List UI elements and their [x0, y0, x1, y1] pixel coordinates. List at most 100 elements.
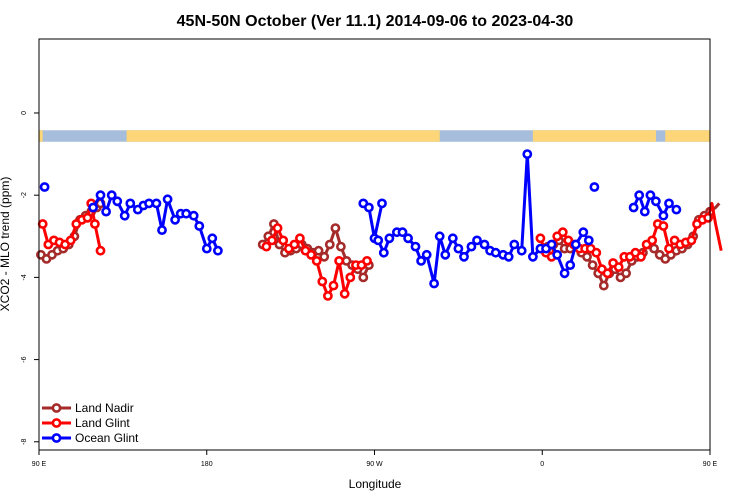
ocean-glint-point: [658, 210, 669, 221]
ocean-glint-point: [528, 251, 538, 262]
legend-item-land-glint: Land Glint: [42, 416, 130, 430]
land-glint-point: [95, 245, 106, 256]
ocean-glint-point: [88, 202, 98, 213]
land-glint-point: [658, 221, 669, 231]
legend-swatch-marker: [51, 418, 62, 428]
ocean-glint-point: [416, 255, 426, 266]
ocean-glint-point: [565, 260, 576, 270]
ocean-glint-point: [472, 235, 482, 246]
land-glint-point: [647, 235, 658, 246]
ocean-glint-point: [106, 190, 117, 201]
land-glint-point: [602, 268, 613, 279]
land-glint-point: [664, 243, 674, 254]
legend-label: Land Nadir: [75, 401, 134, 415]
land-glint-point: [311, 255, 322, 266]
ocean-glint-point: [459, 251, 469, 262]
land-band-2: [532, 130, 656, 142]
ocean-glint-point: [583, 235, 594, 246]
x-tick-label: 90 E: [703, 461, 718, 468]
land-nadir-point: [582, 251, 592, 262]
land-glint-point: [306, 249, 316, 260]
land-nadir-point: [649, 243, 659, 254]
x-axis: 90 E 180 90 W 0 90 E: [32, 450, 718, 468]
land-glint-point: [334, 255, 344, 266]
ocean-glint-point: [645, 190, 656, 201]
land-nadir-point: [598, 280, 609, 291]
y-axis-label: XCO2 - MLO trend (ppm): [0, 177, 12, 312]
land-glint-point: [65, 235, 76, 246]
ocean-glint-point: [503, 251, 514, 262]
land-glint-point: [686, 235, 697, 246]
legend-label: Land Glint: [75, 416, 130, 430]
land-band-3: [665, 130, 710, 142]
series-ocean-glint: [39, 149, 682, 289]
land-glint-point: [591, 247, 602, 258]
land-glint-point: [328, 280, 339, 291]
plot-series: [36, 149, 723, 301]
plot-frame: [38, 38, 711, 451]
ocean-glint-point: [421, 249, 432, 260]
x-tick-label: 90 E: [32, 461, 47, 468]
ocean-glint-point: [95, 190, 106, 201]
y-tick-label: -2: [21, 192, 28, 198]
land-nadir-point: [319, 251, 330, 262]
x-axis-label: Longitude: [349, 477, 402, 491]
x-tick-label: 0: [540, 461, 544, 468]
ocean-glint-point: [363, 202, 374, 213]
land-glint-point: [339, 288, 350, 299]
ocean-glint-point: [377, 198, 387, 209]
ocean-glint-point: [101, 206, 111, 217]
ocean-glint-point: [207, 233, 218, 244]
y-axis: 0 -2 -4 -6 -8: [21, 111, 39, 445]
ocean-glint-point: [634, 190, 645, 201]
y-tick-label: -4: [21, 274, 28, 280]
land-nadir-point: [330, 223, 341, 233]
chart-title: 45N-50N October (Ver 11.1) 2014-09-06 to…: [177, 13, 574, 30]
land-nadir-point: [335, 241, 346, 252]
land-glint-point: [294, 233, 305, 244]
ocean-glint-line-3: [376, 152, 591, 285]
ocean-glint-point: [378, 247, 389, 258]
ocean-glint-point: [522, 149, 533, 159]
land-glint-point: [535, 233, 546, 244]
ocean-glint-point: [453, 243, 464, 254]
land-glint-point: [636, 251, 646, 262]
ocean-glint-point: [651, 196, 661, 207]
ocean-glint-point: [434, 231, 445, 242]
legend-item-ocean-glint: Ocean Glint: [42, 431, 139, 445]
ocean-glint-point: [384, 233, 395, 244]
ocean-glint-point: [151, 198, 162, 209]
land-nadir-point: [313, 245, 324, 256]
land-glint-point: [90, 219, 100, 229]
ocean-glint-point: [589, 182, 600, 192]
land-band-0: [39, 130, 43, 142]
ocean-glint-point: [112, 196, 123, 207]
legend-swatch-marker: [51, 433, 62, 443]
land-glint-point: [278, 235, 289, 246]
ocean-glint-point: [157, 225, 167, 235]
land-glint-point: [703, 212, 713, 223]
ocean-glint-point: [578, 227, 589, 238]
y-tick-label: -6: [21, 356, 28, 362]
ocean-glint-point: [440, 249, 451, 260]
y-tick-label: 0: [21, 111, 28, 115]
ocean-glint-point: [194, 221, 205, 231]
land-glint-point: [362, 255, 372, 266]
ocean-glint-point: [410, 241, 421, 252]
land-nadir-point: [587, 260, 598, 270]
land-nadir-point: [621, 268, 631, 279]
land-glint-point: [82, 212, 93, 223]
ocean-glint-point: [559, 268, 570, 279]
land-glint-point: [613, 262, 624, 272]
ocean-glint-point: [162, 194, 173, 205]
ocean-glint-point: [201, 243, 212, 254]
land-glint-point: [272, 223, 283, 233]
land-ocean-strip: [39, 130, 710, 142]
legend-swatch-marker: [51, 403, 62, 413]
land-glint-point: [37, 219, 48, 229]
ocean-glint-point: [664, 198, 674, 209]
land-glint-point: [267, 235, 277, 246]
land-glint-point: [322, 290, 333, 301]
